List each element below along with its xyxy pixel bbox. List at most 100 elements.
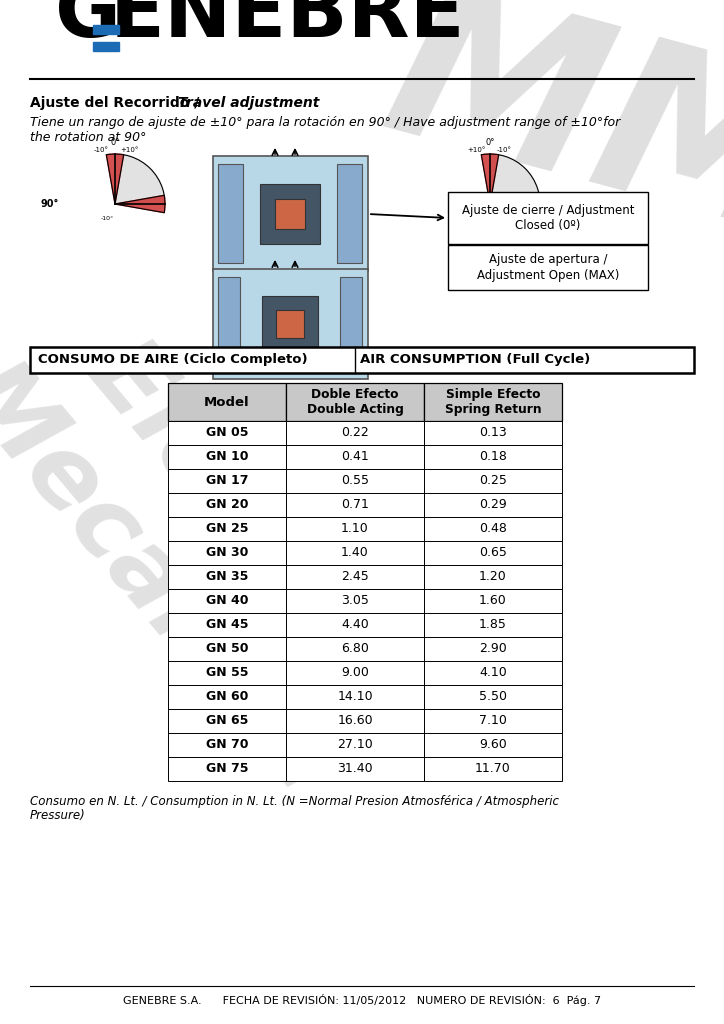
Bar [286,383,424,421]
Text: 0.25: 0.25 [479,474,507,487]
Text: GN 70: GN 70 [206,738,248,752]
Text: 5.50: 5.50 [479,690,507,703]
Bar [286,637,424,662]
Bar [213,156,368,271]
Bar [340,278,362,371]
Bar [424,493,562,517]
Bar [260,184,320,244]
Bar [424,757,562,781]
Text: the rotation at 90°: the rotation at 90° [30,131,146,144]
Text: 3.05: 3.05 [341,595,369,607]
Bar [286,517,424,541]
Text: GN 55: GN 55 [206,667,248,680]
Bar [218,278,240,371]
Text: 9.60: 9.60 [479,738,507,752]
Text: 31.40: 31.40 [337,763,373,775]
Text: GN 17: GN 17 [206,474,248,487]
Bar [286,445,424,469]
Text: G: G [55,0,121,54]
Text: 0.22: 0.22 [341,427,369,439]
Bar [424,565,562,589]
Text: Pressure): Pressure) [30,809,85,822]
Text: GN 50: GN 50 [206,642,248,655]
Bar [424,613,562,637]
Wedge shape [490,196,540,213]
Bar [168,589,286,613]
Text: GN 25: GN 25 [206,522,248,536]
Text: Model: Model [204,395,250,409]
Bar [424,517,562,541]
Text: CONSUMO DE AIRE (Ciclo Completo): CONSUMO DE AIRE (Ciclo Completo) [38,353,308,367]
Text: 6.80: 6.80 [341,642,369,655]
Text: Ajuste del Recorrido /: Ajuste del Recorrido / [30,96,204,110]
Bar [168,383,286,421]
Text: 90°: 90° [546,199,565,209]
Bar [286,421,424,445]
Text: 4.10: 4.10 [479,667,507,680]
Bar [448,193,648,244]
Text: Electro
Mecánica: Electro Mecánica [0,275,439,813]
Text: -10°: -10° [497,147,511,153]
Text: 0°: 0° [485,138,494,147]
Bar [93,42,119,51]
Bar [168,421,286,445]
Text: 90°: 90° [41,199,59,209]
Bar [276,310,304,338]
Bar [424,685,562,709]
Bar [168,662,286,685]
Bar [168,733,286,757]
Text: 0.41: 0.41 [341,451,369,464]
Bar [424,637,562,662]
Text: 0.65: 0.65 [479,547,507,559]
Bar [168,541,286,565]
Bar [93,25,119,34]
Bar [424,589,562,613]
Text: 1.40: 1.40 [341,547,369,559]
Text: -10°: -10° [93,147,109,153]
Bar [168,709,286,733]
Text: GN 75: GN 75 [206,763,248,775]
Bar [286,469,424,493]
Text: GN 20: GN 20 [206,499,248,512]
Text: MM: MM [366,0,724,281]
Wedge shape [115,155,164,204]
Bar [286,662,424,685]
Bar [424,709,562,733]
Text: +10°: +10° [119,147,138,153]
Text: 1.60: 1.60 [479,595,507,607]
Text: GN 05: GN 05 [206,427,248,439]
Wedge shape [481,154,499,204]
Bar [168,469,286,493]
Bar [286,685,424,709]
Text: GN 40: GN 40 [206,595,248,607]
Bar [168,493,286,517]
Text: 0.13: 0.13 [479,427,507,439]
Text: Tiene un rango de ajuste de ±10° para la rotación en 90° / Have adjustment range: Tiene un rango de ajuste de ±10° para la… [30,116,620,129]
Text: Consumo en N. Lt. / Consumption in N. Lt. (N =Normal Presion Atmosférica / Atmos: Consumo en N. Lt. / Consumption in N. Lt… [30,795,559,808]
Text: 1.10: 1.10 [341,522,369,536]
Text: GENEBRE S.A.      FECHA DE REVISIÓN: 11/05/2012   NUMERO DE REVISIÓN:  6  Pág. 7: GENEBRE S.A. FECHA DE REVISIÓN: 11/05/20… [123,994,601,1006]
Bar [168,757,286,781]
Bar [424,541,562,565]
Text: 0.71: 0.71 [341,499,369,512]
Bar [168,565,286,589]
Text: ENEBRE: ENEBRE [110,0,466,54]
Text: +10°: +10° [467,147,485,153]
Text: 0.18: 0.18 [479,451,507,464]
Bar [424,733,562,757]
Text: 14.10: 14.10 [337,690,373,703]
Wedge shape [490,155,539,204]
Bar [286,613,424,637]
Bar [424,421,562,445]
Bar [168,445,286,469]
Text: 9.00: 9.00 [341,667,369,680]
Text: AIR CONSUMPTION (Full Cycle): AIR CONSUMPTION (Full Cycle) [360,353,590,367]
Text: 0.55: 0.55 [341,474,369,487]
Bar [286,565,424,589]
Text: GN 30: GN 30 [206,547,248,559]
Bar [275,199,305,229]
Bar [286,733,424,757]
Text: -10°: -10° [101,215,114,220]
Bar [218,164,243,263]
Wedge shape [115,154,165,204]
